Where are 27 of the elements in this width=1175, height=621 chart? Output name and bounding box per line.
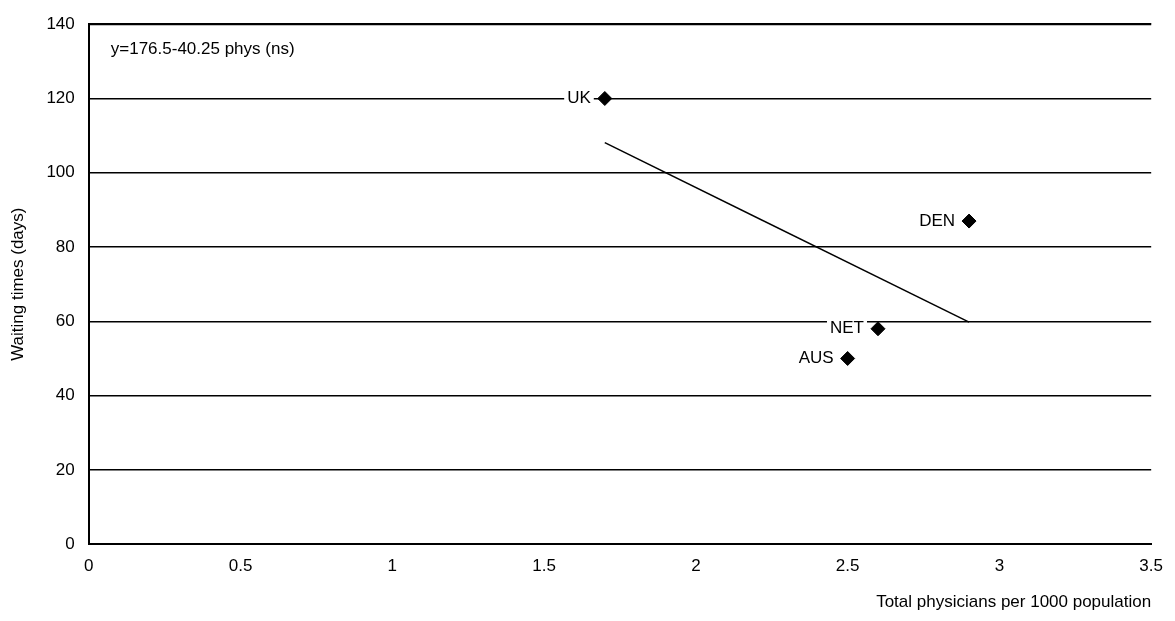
- y-tick-label: 80: [55, 236, 75, 256]
- x-axis-title: Total physicians per 1000 population: [876, 592, 1152, 612]
- y-tick-label: 140: [46, 13, 75, 33]
- y-tick-label: 100: [46, 162, 75, 182]
- y-tick-label: 60: [55, 311, 75, 331]
- x-tick-label: 0: [84, 556, 94, 576]
- x-tick-label: 1: [387, 556, 398, 576]
- y-axis-title: Waiting times (days): [7, 207, 27, 361]
- point: [961, 213, 977, 229]
- y-tick-label: 40: [55, 385, 75, 405]
- annotation: y=176.5-40.25 phys (ns): [110, 38, 295, 58]
- y-tick-label: 120: [46, 88, 75, 108]
- x-tick-label: 2: [691, 556, 701, 576]
- x-tick-label: 2.5: [835, 556, 860, 576]
- y-tick-label: 20: [55, 459, 75, 479]
- x-tick-label: 3.5: [1139, 556, 1163, 576]
- y-tick-label: 0: [65, 533, 75, 553]
- annotation: AUS: [798, 348, 834, 368]
- x-tick-label: 3: [994, 556, 1005, 576]
- annotation: NET: [829, 318, 864, 338]
- annotation: UK: [567, 88, 592, 108]
- point: [870, 321, 886, 337]
- point: [597, 90, 613, 106]
- point: [840, 350, 856, 366]
- x-tick-label: 0.5: [228, 556, 253, 576]
- x-tick-label: 1.5: [532, 556, 556, 576]
- annotation: DEN: [919, 210, 956, 230]
